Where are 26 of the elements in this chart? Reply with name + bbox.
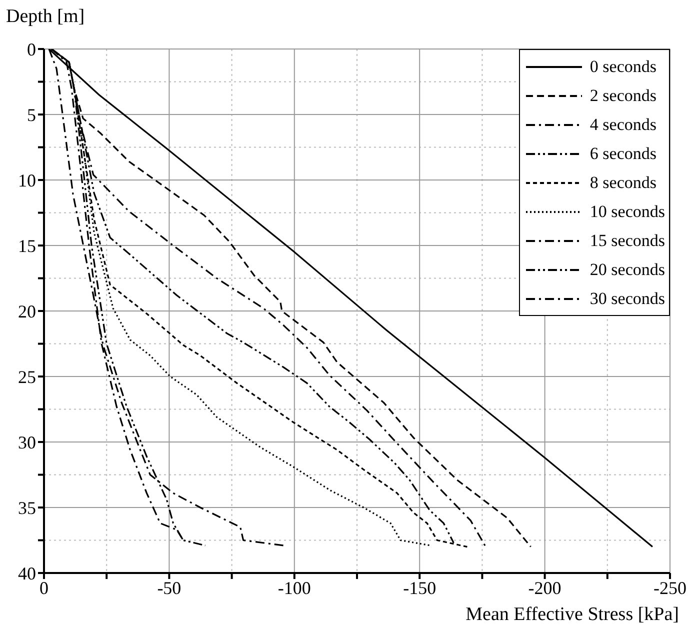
legend-label: 4 seconds bbox=[590, 114, 656, 134]
y-tick-label: 25 bbox=[18, 366, 36, 387]
y-tick-label: 40 bbox=[18, 563, 36, 584]
legend-label: 0 seconds bbox=[590, 56, 656, 76]
legend-label: 6 seconds bbox=[590, 144, 656, 164]
legend-label: 8 seconds bbox=[590, 172, 656, 192]
y-tick-label: 35 bbox=[18, 498, 36, 518]
legend-label: 10 seconds bbox=[590, 202, 665, 222]
y-tick-label: 0 bbox=[27, 39, 36, 60]
y-tick-label: 20 bbox=[18, 301, 36, 322]
legend-label: 20 seconds bbox=[590, 260, 665, 280]
legend-label: 15 seconds bbox=[590, 230, 665, 250]
x-tick-label: -50 bbox=[157, 578, 182, 598]
y-tick-label: 30 bbox=[18, 432, 36, 452]
y-tick-label: 15 bbox=[18, 236, 36, 256]
legend-label: 2 seconds bbox=[590, 86, 656, 106]
x-axis-title: Mean Effective Stress [kPa] bbox=[466, 604, 679, 626]
x-tick-label: -250 bbox=[654, 578, 686, 598]
x-tick-label: -150 bbox=[403, 578, 436, 598]
y-tick-label: 10 bbox=[18, 170, 36, 190]
x-tick-label: 0 bbox=[40, 578, 48, 598]
legend-label: 30 seconds bbox=[590, 288, 665, 308]
x-tick-label: -100 bbox=[278, 578, 311, 598]
y-axis-title: Depth [m] bbox=[6, 6, 85, 28]
y-tick-label: 5 bbox=[27, 104, 36, 125]
x-tick-label: -200 bbox=[528, 578, 562, 598]
